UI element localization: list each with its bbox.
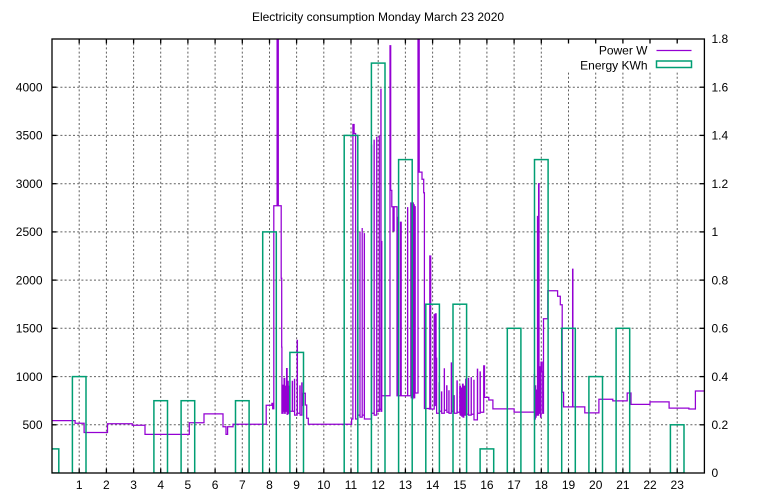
- svg-text:18: 18: [535, 478, 549, 492]
- svg-text:9: 9: [293, 478, 300, 492]
- svg-text:1.4: 1.4: [712, 129, 729, 143]
- svg-text:5: 5: [185, 478, 192, 492]
- svg-text:4: 4: [157, 478, 164, 492]
- svg-text:20: 20: [589, 478, 603, 492]
- svg-text:14: 14: [426, 478, 440, 492]
- svg-text:1.2: 1.2: [712, 177, 729, 191]
- svg-text:3: 3: [130, 478, 137, 492]
- svg-text:2000: 2000: [16, 273, 43, 287]
- svg-text:1500: 1500: [16, 322, 43, 336]
- svg-text:2500: 2500: [16, 225, 43, 239]
- svg-text:0.2: 0.2: [712, 418, 729, 432]
- svg-text:1: 1: [712, 225, 719, 239]
- svg-text:15: 15: [453, 478, 467, 492]
- svg-text:1.6: 1.6: [712, 80, 729, 94]
- svg-text:500: 500: [22, 418, 42, 432]
- svg-text:Energy KWh: Energy KWh: [580, 59, 647, 73]
- svg-text:Power W: Power W: [599, 44, 648, 58]
- svg-text:1.8: 1.8: [712, 32, 729, 46]
- svg-text:1000: 1000: [16, 370, 43, 384]
- svg-text:12: 12: [372, 478, 386, 492]
- svg-text:6: 6: [212, 478, 219, 492]
- svg-text:8: 8: [266, 478, 273, 492]
- svg-text:13: 13: [399, 478, 413, 492]
- svg-text:4000: 4000: [16, 80, 43, 94]
- svg-text:22: 22: [643, 478, 657, 492]
- svg-text:11: 11: [345, 478, 358, 492]
- svg-text:16: 16: [480, 478, 494, 492]
- svg-text:23: 23: [671, 478, 685, 492]
- svg-text:0.8: 0.8: [712, 273, 729, 287]
- svg-text:0.4: 0.4: [712, 370, 729, 384]
- svg-text:2: 2: [103, 478, 110, 492]
- svg-text:21: 21: [616, 478, 630, 492]
- svg-text:7: 7: [239, 478, 246, 492]
- svg-text:19: 19: [562, 478, 576, 492]
- svg-text:0: 0: [712, 466, 719, 480]
- svg-text:0.6: 0.6: [712, 322, 729, 336]
- svg-text:Electricity consumption Monday: Electricity consumption Monday March 23 …: [252, 10, 504, 24]
- svg-text:3000: 3000: [16, 177, 43, 191]
- svg-text:3500: 3500: [16, 129, 43, 143]
- svg-text:17: 17: [507, 478, 521, 492]
- svg-text:1: 1: [76, 478, 83, 492]
- svg-text:10: 10: [317, 478, 331, 492]
